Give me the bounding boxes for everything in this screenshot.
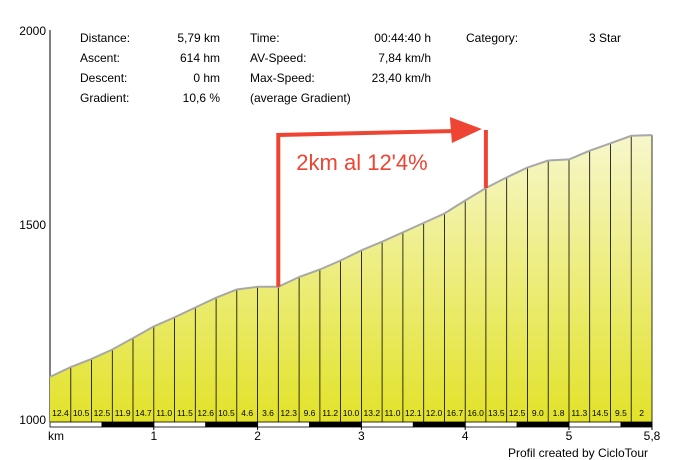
annotation-bracket xyxy=(276,129,456,287)
x-tick-label: 4 xyxy=(462,429,469,443)
stat-value: 7,84 km/h xyxy=(378,51,431,65)
y-tick-label: 1500 xyxy=(19,218,46,232)
km-bar-segment xyxy=(620,421,653,428)
footer-credit: Profil created by CicloTour xyxy=(508,446,648,460)
segment-gradient-label: 11.2 xyxy=(322,408,338,418)
km-bar-segment xyxy=(412,421,466,428)
segment-gradient-label: 11.3 xyxy=(571,408,587,418)
x-tick-label: 3 xyxy=(358,429,365,443)
segment-gradient-label: 14.5 xyxy=(592,408,609,418)
km-bar-segment xyxy=(49,421,103,428)
stat-label: Distance: xyxy=(80,31,130,45)
km-bar-segment xyxy=(568,421,622,428)
stat-label: (average Gradient) xyxy=(250,91,351,105)
km-bar-segment xyxy=(309,421,362,428)
segment-gradient-label: 11.0 xyxy=(385,408,401,418)
segment-gradient-label: 16.7 xyxy=(447,408,464,418)
segment-gradient-label: 12.0 xyxy=(426,408,443,418)
profile-area xyxy=(50,135,652,422)
km-bar-segment xyxy=(464,421,518,428)
segment-gradient-label: 10.5 xyxy=(218,408,235,418)
stat-label: Ascent: xyxy=(80,51,120,65)
stat-label: Category: xyxy=(466,31,518,45)
x-tick-labels: 1 2 3 4 5 5,8 xyxy=(150,422,661,443)
segment-gradient-label: 11.9 xyxy=(115,408,131,418)
stat-label: Max-Speed: xyxy=(250,71,315,85)
segment-gradient-label: 12.6 xyxy=(197,408,214,418)
x-unit-label: km xyxy=(48,429,64,443)
km-bar-segment xyxy=(153,421,207,428)
segment-gradient-label: 13.5 xyxy=(488,408,505,418)
segment-gradient-label: 12.1 xyxy=(405,408,422,418)
x-tick-label: 5,8 xyxy=(644,429,661,443)
segment-gradient-label: 1.8 xyxy=(553,408,565,418)
segment-gradient-label: 11.0 xyxy=(156,408,172,418)
segment-dividers xyxy=(70,135,653,422)
segment-gradient-label: 9.0 xyxy=(532,408,544,418)
km-bar-segment xyxy=(101,421,155,428)
segment-gradient-label: 12.5 xyxy=(509,408,526,418)
y-tick-label: 1000 xyxy=(19,413,46,427)
stats-panel: Distance: 5,79 km Ascent: 614 hm Descent… xyxy=(80,31,621,105)
km-bar-segment xyxy=(516,421,570,428)
segment-gradient-labels: 12.4 10.5 12.5 11.9 14.7 11.0 11.5 12.6 10.5 4.6 3… xyxy=(52,408,644,418)
segment-gradient-label: 9.6 xyxy=(304,408,316,418)
km-bar-segment xyxy=(205,421,258,428)
segment-gradient-label: 4.6 xyxy=(241,408,253,418)
profile-outline xyxy=(49,134,653,378)
y-tick-label: 2000 xyxy=(19,24,46,38)
segment-gradient-label: 10.5 xyxy=(73,408,90,418)
stat-value: 00:44:40 h xyxy=(374,31,431,45)
stat-label: Time: xyxy=(250,31,280,45)
stat-value: 0 hm xyxy=(193,71,220,85)
stat-value: 614 hm xyxy=(180,51,220,65)
segment-gradient-label: 2 xyxy=(639,408,644,418)
segment-gradient-label: 13.2 xyxy=(364,408,381,418)
annotation: 2km al 12'4% xyxy=(276,117,488,287)
stat-label: AV-Speed: xyxy=(250,51,306,65)
segment-gradient-label: 9.5 xyxy=(615,408,627,418)
stat-value: 5,79 km xyxy=(177,31,220,45)
x-tick-label: 2 xyxy=(254,429,261,443)
x-tick-label: 5 xyxy=(566,429,573,443)
stat-value: 10,6 % xyxy=(183,91,221,105)
segment-gradient-label: 11.5 xyxy=(177,408,193,418)
stat-value: 3 Star xyxy=(589,31,621,45)
annotation-text: 2km al 12'4% xyxy=(296,150,427,175)
segment-gradient-label: 10.0 xyxy=(343,408,360,418)
km-scale-bar xyxy=(49,421,653,428)
annotation-arrowhead xyxy=(449,117,482,143)
stat-label: Gradient: xyxy=(80,91,129,105)
km-bar-segment xyxy=(360,421,414,428)
stat-label: Descent: xyxy=(80,71,127,85)
segment-gradient-label: 12.5 xyxy=(94,408,111,418)
segment-gradient-label: 3.6 xyxy=(262,408,274,418)
segment-gradient-label: 16.0 xyxy=(467,408,484,418)
segment-gradient-label: 14.7 xyxy=(135,408,152,418)
segment-gradient-label: 12.3 xyxy=(280,408,297,418)
km-bar-segment xyxy=(257,421,310,428)
stat-value: 23,40 km/h xyxy=(372,71,431,85)
segment-gradient-label: 12.4 xyxy=(52,408,69,418)
x-tick-label: 1 xyxy=(150,429,157,443)
